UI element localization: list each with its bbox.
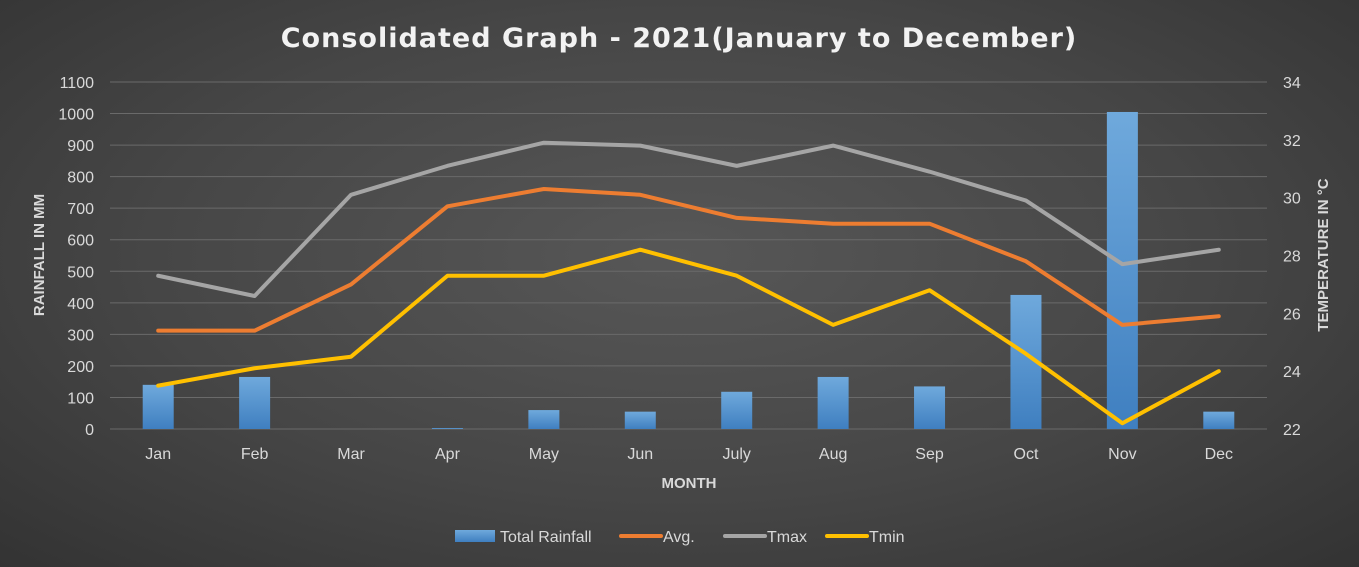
y2-tick-label: 26 [1283, 306, 1301, 323]
y-tick-label: 1100 [60, 75, 95, 92]
x-tick-label: Dec [1205, 446, 1233, 463]
y2-tick-label: 32 [1283, 133, 1301, 150]
legend: Total Rainfall Avg. Tmax Tmin [455, 529, 905, 546]
y2-tick-label: 30 [1283, 191, 1301, 208]
tmax-line [156, 140, 1221, 298]
legend-label: Tmax [767, 529, 807, 546]
y2-axis-title: TEMPERATURE IN °C [1315, 178, 1332, 331]
x-tick-label: July [722, 446, 750, 463]
legend-label: Tmin [869, 529, 905, 546]
x-tick-label: Aug [819, 446, 847, 463]
x-tick-label: Mar [337, 446, 365, 463]
x-tick-label: Feb [241, 446, 269, 463]
rainfall-bar [624, 411, 656, 429]
gridlines [110, 81, 1267, 430]
tmin-line [156, 247, 1221, 426]
avg-line [156, 186, 1221, 333]
chart-title: Consolidated Graph - 2021(January to Dec… [281, 23, 1078, 54]
rainfall-bar [1203, 411, 1235, 429]
rainfall-bar [914, 386, 946, 429]
x-tick-label: Nov [1108, 446, 1136, 463]
x-tick-label: Apr [435, 446, 461, 463]
y-tick-label: 700 [67, 201, 94, 218]
rainfall-bar [528, 410, 560, 429]
y-tick-label: 200 [67, 359, 94, 376]
legend-label: Total Rainfall [500, 529, 592, 546]
rainfall-bars [142, 111, 1235, 429]
axis-ticks: 0 100 200 300 400 500 600 700 800 900 1000 1100 22 24… [58, 75, 1300, 463]
x-tick-label: Jun [627, 446, 653, 463]
rainfall-bar [431, 428, 463, 429]
y-tick-label: 500 [67, 264, 94, 281]
y-tick-label: 300 [67, 327, 94, 344]
y2-tick-label: 34 [1283, 75, 1301, 92]
y2-tick-label: 28 [1283, 249, 1301, 266]
rainfall-bar [142, 384, 174, 429]
temperature-lines [156, 140, 1221, 426]
x-axis-title: MONTH [662, 475, 717, 492]
rainfall-bar [817, 376, 849, 429]
legend-swatch [455, 530, 495, 542]
x-tick-label: Oct [1014, 446, 1039, 463]
y-tick-label: 800 [67, 170, 94, 187]
y-tick-label: 0 [85, 422, 94, 439]
x-tick-label: Jan [145, 446, 171, 463]
y-axis-title: RAINFALL IN MM [31, 194, 48, 316]
rainfall-bar [721, 391, 753, 429]
y-tick-label: 900 [67, 138, 94, 155]
y-tick-label: 100 [67, 390, 94, 407]
rainfall-bar [239, 376, 271, 429]
y-tick-label: 1000 [58, 107, 94, 124]
x-tick-label: Sep [915, 446, 944, 463]
y2-tick-label: 24 [1283, 364, 1301, 381]
x-tick-label: May [529, 446, 559, 463]
y-tick-label: 600 [67, 233, 94, 250]
y-tick-label: 400 [67, 296, 94, 313]
y2-tick-label: 22 [1283, 422, 1301, 439]
legend-label: Avg. [663, 529, 695, 546]
rainfall-bar [1106, 111, 1138, 429]
